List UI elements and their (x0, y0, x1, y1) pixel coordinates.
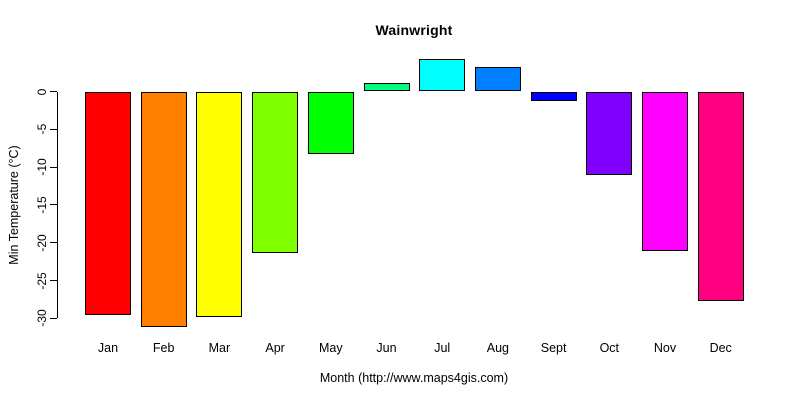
x-tick-label-jul: Jul (434, 341, 451, 355)
y-tick-label: -30 (35, 309, 49, 327)
bar-aug (474, 67, 521, 92)
y-axis-tick (50, 280, 57, 281)
y-tick-label: -5 (35, 123, 49, 135)
chart-title: Wainwright (375, 22, 453, 38)
y-axis-tick (50, 91, 57, 92)
bar-dec (697, 91, 744, 301)
x-tick-label-apr: Apr (265, 341, 285, 355)
x-tick-label-may: May (318, 341, 343, 355)
y-axis-tick (50, 204, 57, 206)
x-tick-label-feb: Feb (152, 341, 175, 355)
y-tick-label: -20 (35, 234, 49, 252)
y-axis-line (57, 91, 58, 319)
x-tick-label-sept: Sept (540, 341, 567, 355)
y-tick-label: -25 (35, 271, 49, 290)
x-tick-label-nov: Nov (653, 341, 677, 355)
bar-mar (196, 91, 243, 317)
y-axis-tick (50, 242, 57, 244)
y-tick-label: -15 (35, 196, 49, 214)
bar-feb (140, 91, 187, 327)
bar-jun (363, 83, 410, 92)
x-tick-label-jan: Jan (97, 341, 119, 355)
y-axis-tick (50, 166, 57, 168)
y-axis-tick (50, 317, 57, 319)
y-axis-title: Min Temperature (°C) (7, 145, 21, 265)
x-tick-label-aug: Aug (486, 341, 510, 355)
x-tick-label-oct: Oct (599, 341, 620, 355)
y-tick-label: -10 (35, 158, 49, 176)
y-axis-tick (50, 128, 57, 130)
x-tick-label-mar: Mar (208, 341, 231, 355)
x-tick-label-jun: Jun (376, 341, 397, 355)
bar-jul (419, 58, 466, 92)
bar-oct (586, 91, 633, 175)
x-axis-title: Month (http://www.maps4gis.com) (319, 371, 509, 385)
bar-may (307, 91, 354, 155)
bar-sept (530, 91, 577, 101)
y-tick-label: 0 (35, 88, 49, 95)
bar-apr (252, 91, 299, 253)
bar-nov (642, 91, 688, 252)
bar-jan (85, 91, 131, 315)
x-tick-label-dec: Dec (709, 341, 732, 355)
